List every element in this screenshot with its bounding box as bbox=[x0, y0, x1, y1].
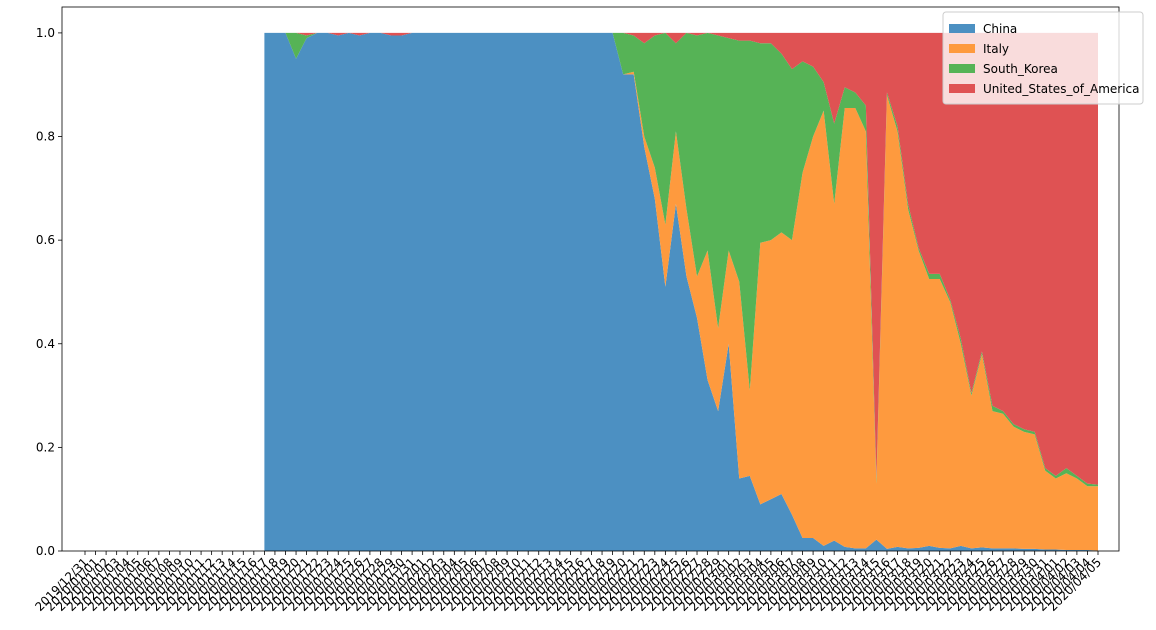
area bbox=[264, 32, 1098, 551]
legend-swatch bbox=[949, 44, 975, 53]
y-tick-label: 0.2 bbox=[36, 440, 55, 454]
area bbox=[264, 32, 1098, 551]
legend-swatch bbox=[949, 24, 975, 33]
plot-frame bbox=[61, 6, 1120, 552]
legend-label: Italy bbox=[983, 42, 1009, 56]
legend-label: South_Korea bbox=[983, 62, 1058, 76]
y-tick-label: 0.6 bbox=[36, 233, 55, 247]
y-tick-label: 0.0 bbox=[36, 544, 55, 558]
y-tick-label: 0.4 bbox=[36, 337, 55, 351]
legend-swatch bbox=[949, 64, 975, 73]
legend bbox=[942, 11, 1144, 105]
legend-label: United_States_of_America bbox=[983, 82, 1140, 96]
legend-swatch bbox=[949, 84, 975, 93]
plot-area bbox=[264, 32, 1098, 551]
y-tick-label: 0.8 bbox=[36, 130, 55, 144]
legend-label: China bbox=[983, 22, 1017, 36]
area bbox=[264, 32, 1098, 487]
y-tick-label: 1.0 bbox=[36, 26, 55, 40]
